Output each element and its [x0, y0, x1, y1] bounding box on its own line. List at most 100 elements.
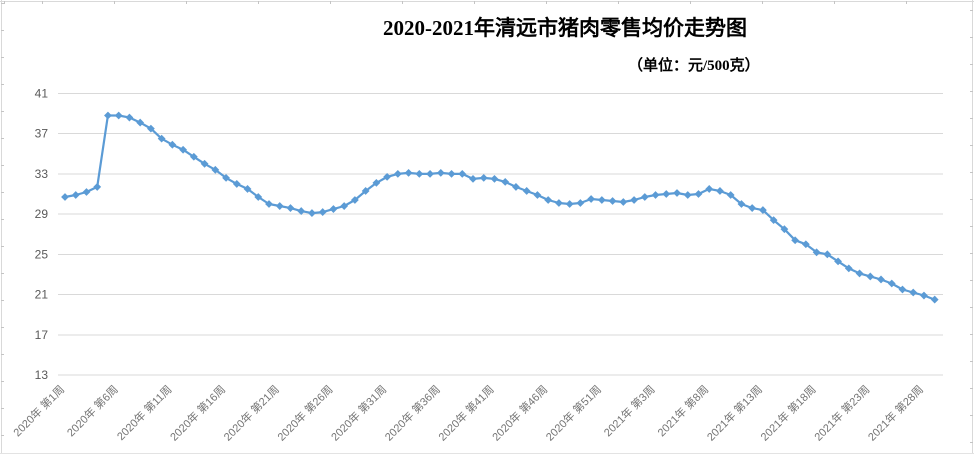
x-axis-label: 2021年 第18周	[757, 382, 818, 443]
data-point-marker	[490, 174, 499, 183]
y-axis-label-37: 37	[35, 127, 49, 141]
x-axis-label: 2021年 第3周	[601, 382, 658, 439]
data-point-marker	[93, 183, 102, 191]
data-point-marker	[619, 198, 628, 206]
data-point-marker	[769, 216, 778, 225]
data-point-marker	[189, 152, 198, 161]
data-point-marker	[748, 204, 757, 212]
data-point-marker	[823, 250, 832, 259]
data-point-marker	[608, 197, 617, 205]
data-point-marker	[898, 285, 907, 294]
data-point-marker	[447, 169, 456, 178]
data-point-marker	[243, 185, 252, 193]
x-axis-label: 2020年 第16周	[167, 382, 228, 443]
data-point-marker	[361, 187, 370, 195]
data-point-marker	[834, 257, 842, 266]
data-point-marker	[705, 185, 714, 193]
data-point-marker	[393, 169, 402, 178]
data-point-marker	[275, 202, 284, 210]
data-point-marker	[855, 269, 864, 278]
x-axis-label: 2021年 第8周	[654, 382, 711, 439]
data-point-marker	[877, 275, 885, 284]
data-point-marker	[286, 204, 295, 212]
data-point-marker	[222, 173, 230, 182]
data-point-marker	[125, 113, 134, 122]
data-point-marker	[146, 124, 155, 133]
chart-title: 2020-2021年清远市猪肉零售均价走势图	[383, 16, 747, 40]
data-point-marker	[716, 187, 724, 195]
data-point-marker	[683, 191, 692, 199]
data-point-marker	[211, 165, 220, 174]
data-point-marker	[383, 172, 392, 181]
data-point-marker	[308, 209, 316, 217]
data-point-marker	[533, 191, 542, 199]
data-point-marker	[168, 140, 177, 149]
data-point-marker	[350, 196, 359, 204]
chart-unit-label: （单位：元/500克）	[628, 58, 760, 74]
price-series-line	[63, 114, 936, 301]
data-point-marker	[737, 200, 746, 208]
data-point-marker	[576, 199, 585, 207]
x-axis-label: 2021年 第28周	[865, 382, 926, 443]
data-point-marker	[404, 168, 413, 177]
data-point-marker	[522, 187, 531, 195]
data-point-marker	[801, 240, 810, 249]
data-point-marker	[673, 189, 681, 197]
data-point-marker	[930, 295, 939, 304]
data-point-marker	[587, 195, 596, 203]
x-axis-label: 2020年 第31周	[328, 382, 389, 443]
data-point-marker	[501, 178, 510, 186]
data-point-marker	[662, 190, 671, 198]
data-point-marker	[597, 196, 606, 204]
data-point-marker	[512, 183, 520, 191]
data-point-marker	[812, 248, 821, 257]
y-axis-label-25: 25	[35, 247, 49, 261]
data-point-marker	[866, 272, 875, 281]
data-point-marker	[297, 207, 306, 215]
data-point-marker	[555, 199, 563, 207]
data-point-marker	[265, 200, 273, 208]
x-axis-label: 2020年 第11周	[114, 382, 175, 443]
x-axis-label: 2020年 第26周	[274, 382, 335, 443]
data-point-marker	[630, 196, 638, 204]
data-point-marker	[61, 193, 69, 201]
data-point-marker	[544, 196, 553, 204]
data-point-marker	[318, 208, 327, 216]
data-point-marker	[254, 193, 263, 201]
data-point-marker	[458, 169, 467, 178]
x-axis-label: 2020年 第41周	[435, 382, 496, 443]
data-point-marker	[157, 134, 166, 143]
x-axis-label: 2020年 第1周	[10, 382, 67, 439]
data-point-marker	[200, 159, 209, 168]
data-point-marker	[759, 206, 767, 214]
data-point-marker	[887, 279, 896, 288]
data-point-marker	[71, 191, 80, 199]
data-point-marker	[844, 264, 853, 273]
data-point-marker	[469, 174, 477, 183]
data-point-marker	[340, 202, 349, 210]
y-axis-label-33: 33	[35, 167, 49, 181]
x-axis-label: 2021年 第13周	[704, 382, 765, 443]
data-point-marker	[329, 205, 338, 213]
data-point-marker	[104, 111, 112, 120]
data-point-marker	[479, 173, 488, 182]
data-point-marker	[565, 200, 574, 208]
data-point-marker	[82, 188, 91, 196]
y-axis-label-29: 29	[35, 207, 49, 221]
data-point-marker	[726, 191, 735, 199]
data-point-marker	[780, 225, 789, 234]
data-point-marker	[179, 145, 188, 154]
data-point-marker	[909, 288, 918, 297]
data-point-marker	[436, 168, 445, 177]
data-point-marker	[651, 191, 660, 199]
x-axis-label: 2020年 第51周	[543, 382, 604, 443]
data-point-marker	[415, 169, 424, 178]
data-point-marker	[640, 193, 649, 201]
x-axis-label: 2020年 第36周	[382, 382, 443, 443]
x-axis-label: 2020年 第21周	[221, 382, 282, 443]
data-point-marker	[136, 118, 145, 127]
data-point-marker	[114, 111, 123, 120]
y-axis-label-21: 21	[35, 288, 49, 302]
